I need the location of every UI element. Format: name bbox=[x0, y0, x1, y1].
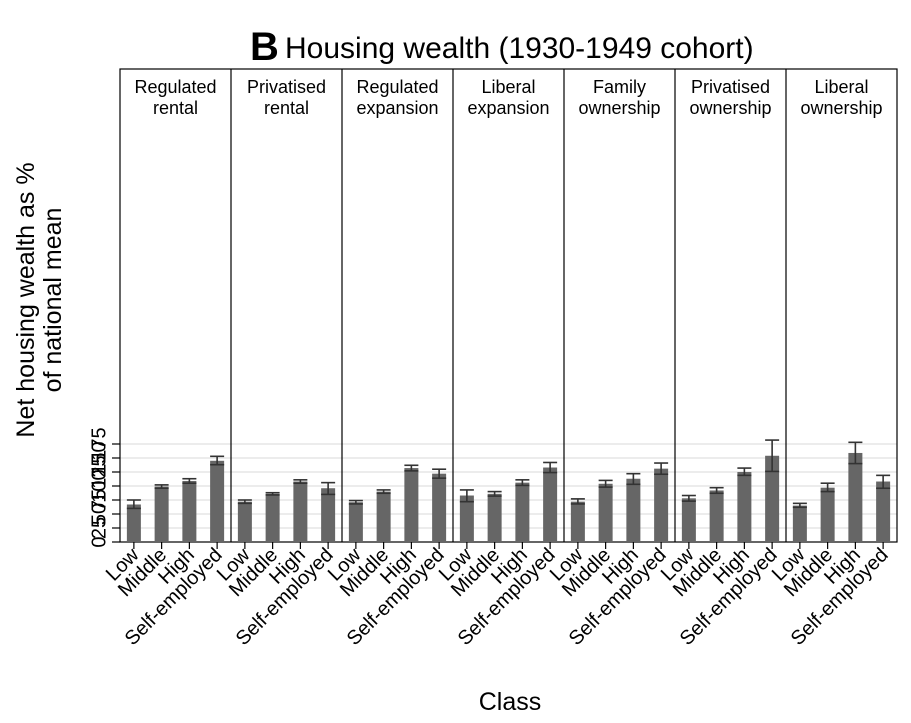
bar bbox=[876, 481, 891, 542]
panel-label: expansion bbox=[467, 98, 549, 118]
bar bbox=[681, 498, 696, 542]
panel-label: Regulated bbox=[356, 77, 438, 97]
bar bbox=[820, 487, 835, 542]
bar bbox=[237, 501, 252, 542]
bar bbox=[570, 501, 585, 542]
bar bbox=[154, 486, 169, 542]
bar bbox=[126, 504, 141, 542]
panel-label: expansion bbox=[356, 98, 438, 118]
y-tick-label: 75 bbox=[88, 489, 110, 511]
panel-label: ownership bbox=[578, 98, 660, 118]
bar bbox=[210, 460, 225, 542]
bar bbox=[487, 493, 502, 542]
y-tick-label: 25 bbox=[88, 517, 110, 539]
bar bbox=[543, 467, 558, 542]
y-tick-label: 100 bbox=[88, 469, 110, 502]
bar bbox=[348, 502, 363, 542]
panel-label: Liberal bbox=[814, 77, 868, 97]
panel-label: Regulated bbox=[134, 77, 216, 97]
y-axis-title: Net housing wealth as % of national mean bbox=[12, 162, 67, 437]
bar bbox=[459, 495, 474, 542]
bar bbox=[432, 473, 447, 542]
y-tick-label: 0 bbox=[88, 536, 110, 547]
bar bbox=[404, 468, 419, 542]
bar bbox=[182, 480, 197, 542]
panel-label: Privatised bbox=[247, 77, 326, 97]
plot-area: 0255075100125150175RegulatedrentalLowMid… bbox=[88, 68, 898, 650]
y-axis-title-line-1: Net housing wealth as % bbox=[12, 162, 40, 437]
bar bbox=[792, 505, 807, 542]
panel-letter: B bbox=[250, 25, 279, 69]
bar bbox=[848, 452, 863, 542]
y-tick-label: 50 bbox=[88, 503, 110, 525]
chart-title: Housing wealth (1930-1949 cohort) bbox=[285, 32, 754, 65]
bar bbox=[376, 491, 391, 542]
panel-label: rental bbox=[153, 98, 198, 118]
panel-label: rental bbox=[264, 98, 309, 118]
y-tick-label: 150 bbox=[88, 441, 110, 474]
y-axis-title-line-2: of national mean bbox=[39, 208, 67, 393]
panel-label: ownership bbox=[800, 98, 882, 118]
y-tick-label: 175 bbox=[88, 427, 110, 460]
bar bbox=[709, 490, 724, 542]
panel-label: Privatised bbox=[691, 77, 770, 97]
plot-frame bbox=[119, 68, 898, 543]
bar bbox=[515, 482, 530, 542]
panel-label: ownership bbox=[689, 98, 771, 118]
bar bbox=[293, 481, 308, 542]
panel-label: Liberal bbox=[481, 77, 535, 97]
bar bbox=[654, 468, 669, 542]
panel-label: Family bbox=[593, 77, 646, 97]
bar bbox=[265, 493, 280, 542]
bar bbox=[765, 455, 780, 542]
bar bbox=[626, 478, 641, 542]
x-axis-title: Class bbox=[479, 688, 542, 716]
bar bbox=[737, 472, 752, 542]
bar bbox=[321, 488, 336, 542]
y-tick-label: 125 bbox=[88, 455, 110, 488]
bar bbox=[598, 483, 613, 542]
